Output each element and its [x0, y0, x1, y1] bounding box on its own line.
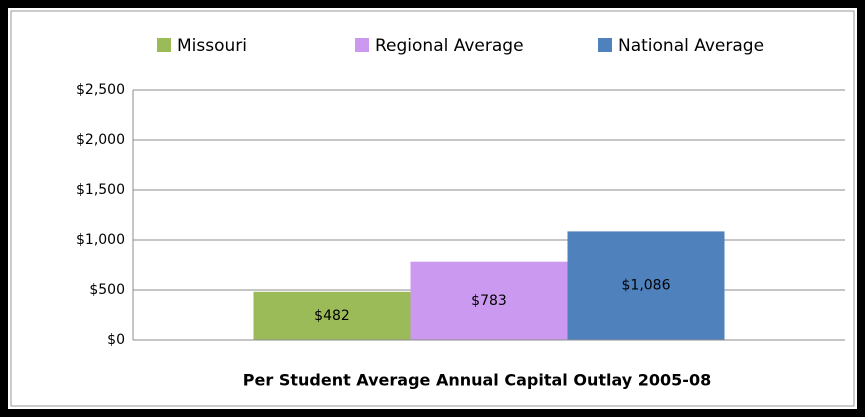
bar — [253, 291, 411, 340]
y-tick-label: $0 — [107, 332, 125, 348]
data-label: $1,086 — [622, 278, 671, 294]
legend-label: Regional Average — [375, 36, 524, 56]
x-axis-title: Per Student Average Annual Capital Outla… — [243, 371, 711, 390]
y-tick-label: $500 — [89, 282, 125, 298]
y-tick-label: $1,500 — [76, 182, 125, 198]
legend-label: Missouri — [177, 36, 247, 56]
legend-swatch — [598, 38, 612, 52]
inner-frame — [10, 10, 855, 407]
legend-swatch — [157, 38, 171, 52]
y-tick-label: $1,000 — [76, 232, 125, 248]
legend-label: National Average — [618, 36, 764, 56]
bar — [567, 231, 725, 340]
y-tick-label: $2,000 — [76, 132, 125, 148]
y-tick-label: $2,500 — [76, 82, 125, 98]
legend-swatch — [355, 38, 369, 52]
data-label: $482 — [314, 308, 350, 324]
data-label: $783 — [471, 293, 507, 309]
bar — [410, 261, 568, 340]
